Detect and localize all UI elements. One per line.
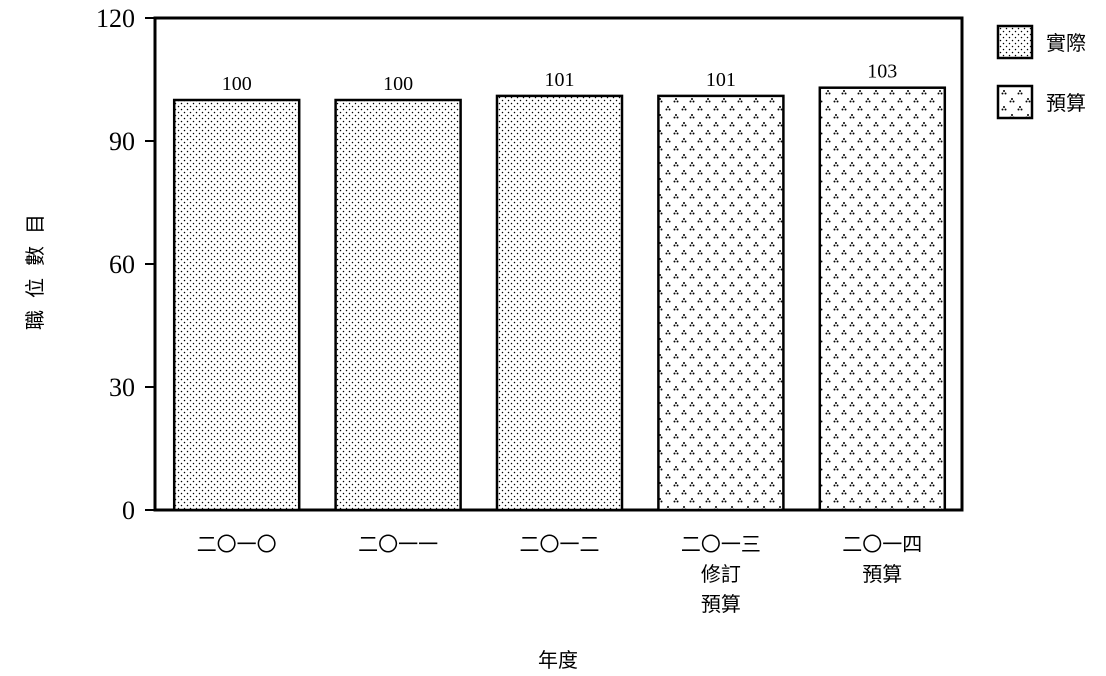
bar — [657, 94, 785, 512]
y-tick-label: 60 — [109, 250, 135, 279]
legend-swatch-actual — [996, 24, 1034, 60]
y-axis-ticks: 0 30 60 90 120 — [96, 4, 155, 525]
y-axis-title-text: 職位數目 — [23, 202, 47, 330]
y-tick-label: 30 — [109, 373, 135, 402]
legend-swatch-budget — [996, 84, 1034, 120]
bar-value-label: 101 — [545, 69, 575, 91]
category-label: 二〇一四 — [842, 532, 922, 556]
y-tick-label: 90 — [109, 127, 135, 156]
legend-label-budget: 預算 — [1046, 91, 1086, 115]
category-label: 二〇一三 — [681, 532, 761, 556]
bar-value-label: 101 — [706, 69, 736, 91]
bars-group — [172, 86, 947, 512]
category-label: 二〇一一 — [358, 532, 438, 556]
value-labels-group: 100 100 101 101 103 — [222, 61, 898, 95]
legend: 實際 預算 — [996, 24, 1086, 120]
y-tick-label: 0 — [122, 496, 135, 525]
bar — [172, 98, 301, 512]
bar-value-label: 100 — [383, 73, 413, 95]
category-label: 預算 — [701, 592, 741, 616]
category-label: 二〇一二 — [520, 532, 600, 556]
category-label: 二〇一〇 — [197, 532, 277, 556]
bar — [334, 98, 462, 512]
bar-value-label: 100 — [222, 73, 252, 95]
y-tick-label: 120 — [96, 4, 135, 33]
bar-value-label: 103 — [867, 61, 897, 83]
x-axis-title: 年度 — [538, 648, 578, 672]
y-axis-title: 職位數目 — [23, 202, 47, 330]
legend-label-actual: 實際 — [1046, 31, 1086, 55]
bar — [818, 86, 947, 512]
bar — [495, 94, 624, 512]
category-label: 預算 — [862, 562, 902, 586]
category-label: 修訂 — [701, 562, 741, 586]
